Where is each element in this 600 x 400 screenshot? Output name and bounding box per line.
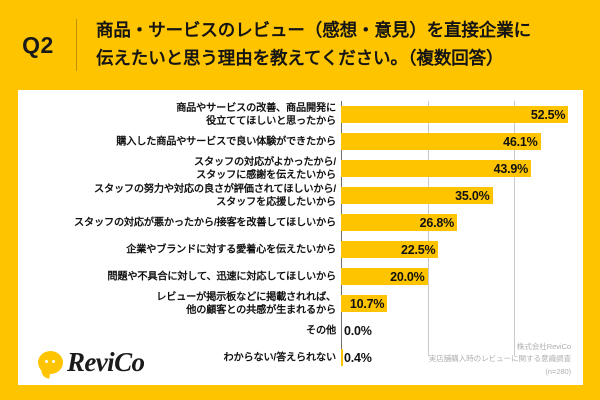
chart-bar-wrapper: 0.4% <box>341 344 372 371</box>
horizontal-bar-chart: 商品やサービスの改善、商品開発に 役立ててほしいと思ったから 52.5% 購入した商… <box>18 90 583 385</box>
chart-row: 企業やブランドに対する愛着心を伝えたいから 22.5% <box>18 236 583 263</box>
chart-card: 商品やサービスの改善、商品開発に 役立ててほしいと思ったから 52.5% 購入した商… <box>18 90 583 385</box>
chart-bar-wrapper: 35.0% <box>341 182 493 209</box>
chart-category-label: 商品やサービスの改善、商品開発に 役立ててほしいと思ったから <box>176 102 336 127</box>
chart-row: 購入した商品やサービスで良い体験ができたから 46.1% <box>18 128 583 155</box>
chart-bar: 20.0% <box>341 268 428 285</box>
chart-row: 商品やサービスの改善、商品開発に 役立ててほしいと思ったから 52.5% <box>18 101 583 128</box>
chart-bar-wrapper: 46.1% <box>341 128 541 155</box>
chart-bar: 46.1% <box>341 133 541 150</box>
chart-bar-value: 22.5% <box>400 242 436 257</box>
chart-bar-wrapper: 22.5% <box>341 236 439 263</box>
question-title-line-1: 商品・サービスのレビュー（感想・意見）を直接企業に <box>96 20 531 41</box>
chart-category-label: スタッフの対応が悪かったから/接客を改善してほしいから <box>74 216 336 228</box>
chart-row: スタッフの対応がよかったから/ スタッフに感謝を伝えたいから 43.9% <box>18 155 583 182</box>
chart-bar-wrapper: 10.7% <box>341 290 388 317</box>
chart-category-label: スタッフの努力や対応の良さが評価されてほしいから/ スタッフを応援したいから <box>93 183 336 208</box>
chart-category-label: レビューが掲示板などに掲載されれば、 他の顧客との共感が生まれるから <box>156 291 336 316</box>
chart-bar: 10.7% <box>341 295 388 312</box>
chart-row: スタッフの対応が悪かったから/接客を改善してほしいから 26.8% <box>18 209 583 236</box>
chart-bar-value: 52.5% <box>530 107 566 122</box>
chart-row: その他 0.0% <box>18 317 583 344</box>
chart-bar-value: 10.7% <box>349 296 385 311</box>
attribution-survey-name: 実店舗購入時のレビューに関する意識調査 <box>428 354 571 364</box>
chart-bar-value: 0.0% <box>344 323 372 338</box>
attribution-company: 株式会社ReviCo <box>516 342 571 352</box>
chart-category-label: 購入した商品やサービスで良い体験ができたから <box>116 135 336 147</box>
chart-bar-value: 20.0% <box>390 269 425 284</box>
logo-wordmark: ReviCo <box>67 346 145 377</box>
chart-bar-wrapper: 52.5% <box>341 101 569 128</box>
attribution-sample-size: (n=280) <box>545 366 571 376</box>
chart-category-label: わからない/答えられない <box>223 351 337 363</box>
chart-bar-wrapper: 20.0% <box>341 263 428 290</box>
attribution: 株式会社ReviCo 実店舗購入時のレビューに関する意識調査 (n=280) <box>429 341 571 378</box>
chart-bar: 0.4% <box>341 349 372 366</box>
chart-bar-value: 35.0% <box>455 188 490 203</box>
chart-category-label: 企業やブランドに対する愛着心を伝えたいから <box>126 243 336 255</box>
chart-bar-wrapper: 43.9% <box>341 155 532 182</box>
chart-row: レビューが掲示板などに掲載されれば、 他の顧客との共感が生まれるから 10.7% <box>18 290 583 317</box>
chart-bar-value: 46.1% <box>503 134 538 149</box>
question-title-line-2: 伝えたいと思う理由を教えてください。（複数回答） <box>96 48 504 68</box>
chart-bar-value: 26.8% <box>419 215 455 230</box>
speech-bubble-icon <box>38 350 63 374</box>
question-number: Q2 <box>22 31 54 58</box>
speech-bubble-dot-2 <box>52 359 56 363</box>
chart-bar: 26.8% <box>341 214 458 231</box>
chart-category-label: その他 <box>306 324 336 336</box>
speech-bubble-dot-1 <box>45 359 49 363</box>
header-divider <box>76 19 77 71</box>
chart-bar-value: 43.9% <box>493 161 529 176</box>
chart-row: 問題や不具合に対して、迅速に対応してほしいから 20.0% <box>18 263 583 290</box>
chart-gridline <box>514 101 516 356</box>
chart-bar: 22.5% <box>341 241 439 258</box>
header: Q2 商品・サービスのレビュー（感想・意見）を直接企業に 伝えたいと思う理由を教… <box>0 0 600 90</box>
chart-category-label: 問題や不具合に対して、迅速に対応してほしいから <box>107 270 336 282</box>
chart-row: スタッフの努力や対応の良さが評価されてほしいから/ スタッフを応援したいから 35… <box>18 182 583 209</box>
chart-row: わからない/答えられない 0.4% <box>18 344 583 371</box>
chart-bar: 35.0% <box>341 187 493 204</box>
chart-category-label: スタッフの対応がよかったから/ スタッフに感謝を伝えたいから <box>194 156 336 181</box>
chart-bar-wrapper: 26.8% <box>341 209 458 236</box>
question-title: 商品・サービスのレビュー（感想・意見）を直接企業に 伝えたいと思う理由を教えてく… <box>77 17 545 72</box>
revico-logo: ReviCo <box>38 345 145 379</box>
chart-bar: 43.9% <box>341 160 532 177</box>
chart-bar: 52.5% <box>341 106 569 123</box>
chart-bar-value: 0.4% <box>344 350 372 365</box>
